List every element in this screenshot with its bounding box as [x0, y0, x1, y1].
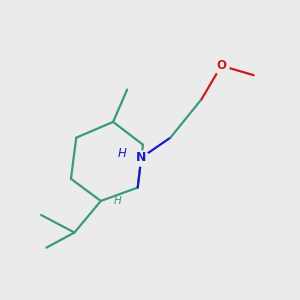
Text: H: H	[114, 196, 122, 206]
Text: O: O	[216, 59, 226, 72]
Text: H: H	[118, 147, 126, 160]
Text: N: N	[136, 151, 146, 164]
